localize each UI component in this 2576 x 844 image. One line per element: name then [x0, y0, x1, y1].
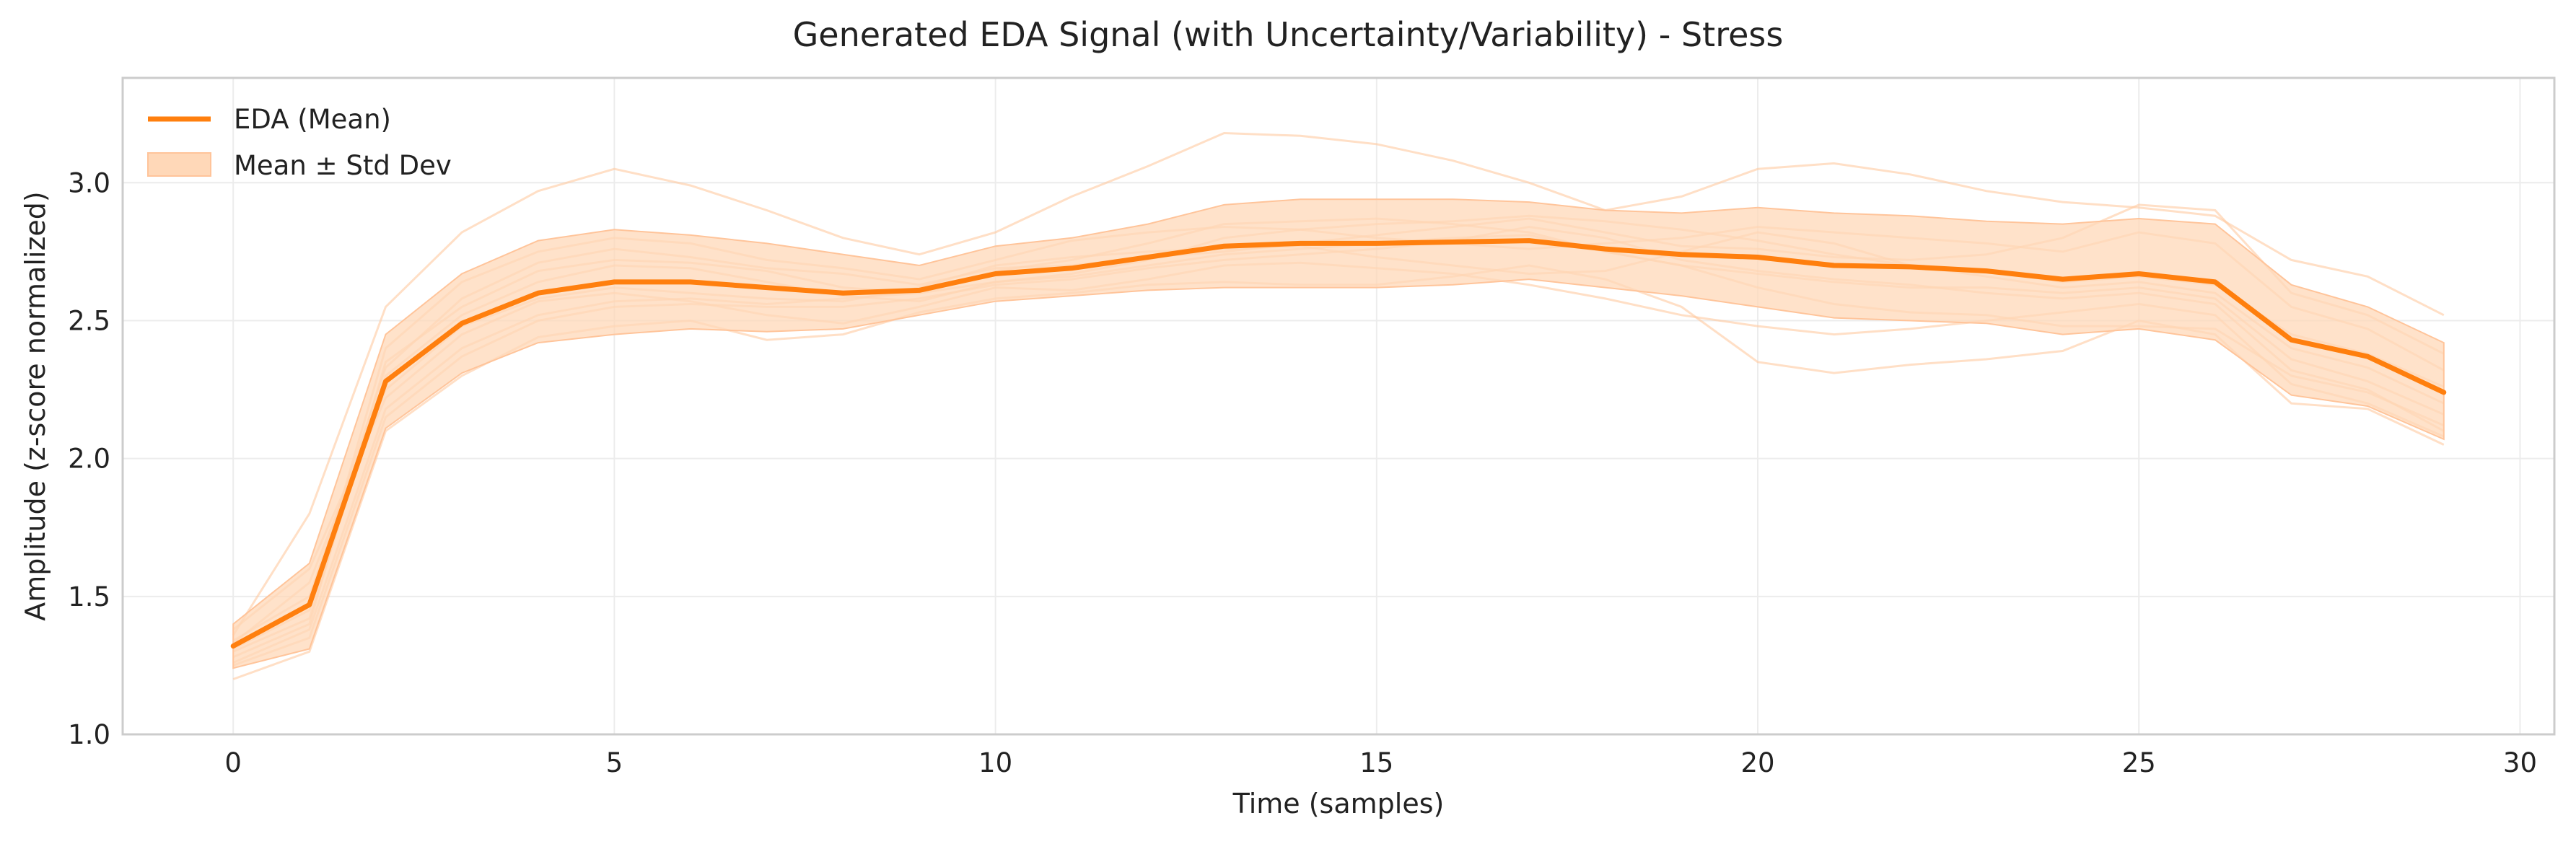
- chart-title: Generated EDA Signal (with Uncertainty/V…: [793, 15, 1784, 54]
- plot-frame: [121, 76, 2556, 736]
- x-axis-label: Time (samples): [1232, 788, 1445, 819]
- legend: EDA (Mean) Mean ± Std Dev: [147, 104, 452, 181]
- y-tick-label: 1.5: [68, 581, 110, 612]
- y-tick-label: 3.0: [68, 167, 110, 198]
- x-tick-label: 20: [1740, 747, 1774, 778]
- x-tick-label: 0: [224, 747, 242, 778]
- y-tick-label: 2.5: [68, 305, 110, 336]
- x-tick-label: 25: [2122, 747, 2156, 778]
- sample-trace-line: [232, 131, 2445, 636]
- x-tick-label: 30: [2503, 747, 2537, 778]
- mean-line: [230, 238, 2447, 649]
- legend-band-swatch: [147, 152, 211, 177]
- mean-layer: [230, 238, 2447, 649]
- x-tick-label: 5: [606, 747, 623, 778]
- y-axis-label: Amplitude (z-score normalized): [19, 191, 51, 620]
- legend-band-label: Mean ± Std Dev: [234, 150, 452, 181]
- x-tick-label: 15: [1359, 747, 1393, 778]
- std-band-layer: [232, 198, 2445, 669]
- tick-labels: 0 5 10 15 20 25 30 1.0 1.5 2.0 2.5 3.0: [68, 167, 2537, 778]
- legend-mean-label: EDA (Mean): [234, 104, 391, 135]
- std-dev-band: [232, 198, 2445, 669]
- y-tick-label: 1.0: [68, 719, 110, 750]
- y-tick-label: 2.0: [68, 444, 110, 475]
- x-tick-label: 10: [978, 747, 1012, 778]
